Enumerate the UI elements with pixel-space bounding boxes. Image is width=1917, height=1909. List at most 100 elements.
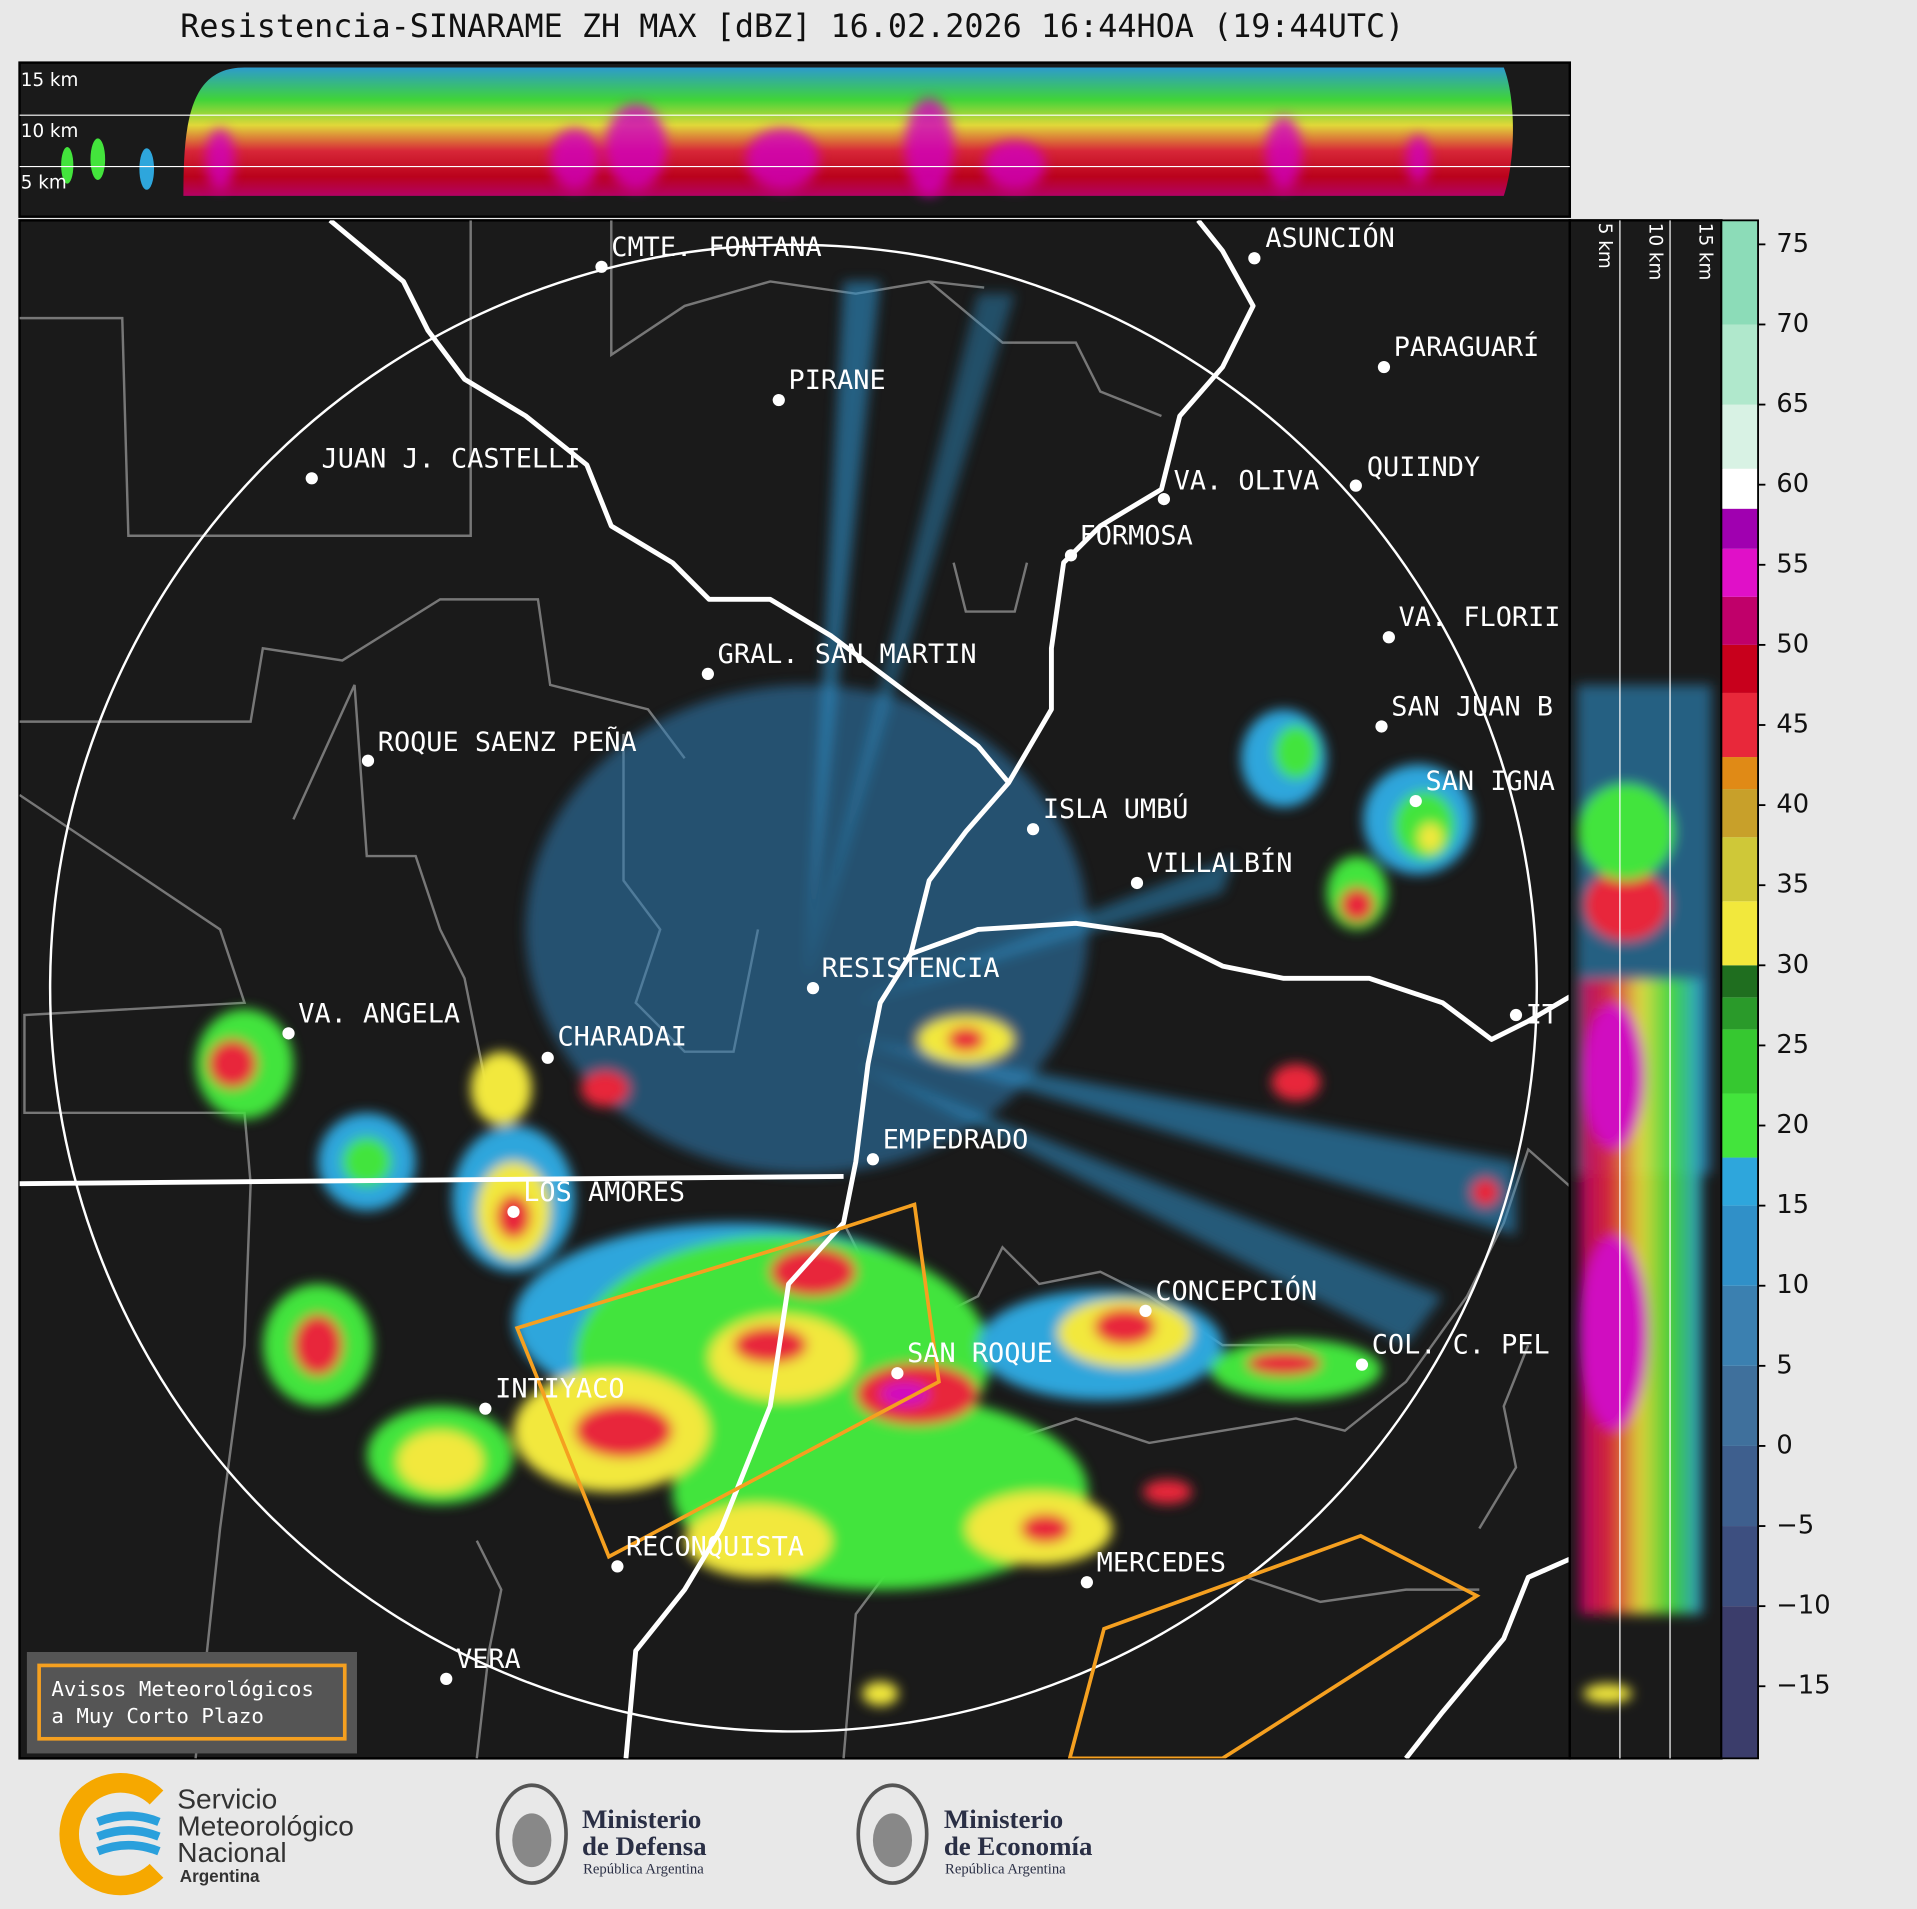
colorbar-tick-label: 65 [1776, 389, 1809, 419]
colorbar-segment [1721, 1157, 1759, 1206]
colorbar-segment [1721, 757, 1759, 790]
logo-text: de Defensa [582, 1831, 707, 1861]
logo-text: de Economía [944, 1831, 1093, 1861]
colorbar-segment [1721, 1029, 1759, 1094]
colorbar-tick-label: 75 [1776, 229, 1809, 259]
city-marker [1409, 794, 1422, 808]
colorbar-tick-label: 15 [1776, 1190, 1809, 1220]
city-marker [440, 1672, 453, 1685]
city-label: ROQUE SAENZ PEÑA [378, 726, 637, 758]
colorbar-tick-label: 45 [1776, 709, 1809, 739]
city-label: PIRANE [789, 365, 886, 396]
city-label: VA. FLORII [1399, 602, 1561, 633]
colorbar-segment [1721, 468, 1759, 509]
logo-text: Ministerio [944, 1804, 1063, 1834]
side-section: 5 km 10 km 15 km [1568, 219, 1723, 1760]
city-label: COL. C. PEL [1372, 1330, 1550, 1361]
city-marker [1139, 1304, 1152, 1317]
logo-text: Meteorológico [177, 1810, 354, 1841]
city-marker [1130, 876, 1144, 890]
city-marker [1509, 1008, 1523, 1022]
colorbar-segment [1721, 1093, 1759, 1158]
colorbar-tick-label: 30 [1776, 950, 1809, 980]
colorbar-segment [1721, 1365, 1759, 1446]
warning-box: Avisos Meteorológicos a Muy Corto Plazo [26, 1651, 357, 1754]
city-label: JUAN J. CASTELLI [322, 443, 581, 474]
colorbar-segment [1721, 220, 1759, 325]
city-marker [479, 1402, 492, 1415]
height-label: 15 km [21, 70, 79, 91]
radar-echoes [195, 281, 1516, 1706]
colorbar-segment [1721, 901, 1759, 966]
city-label: GRAL. SAN MARTIN [718, 639, 977, 670]
logo-text: Argentina [180, 1867, 260, 1886]
city-label: LOS AMORES [523, 1177, 685, 1208]
city-label: VERA [456, 1644, 521, 1675]
warning-areas [514, 1202, 1481, 1759]
colorbar-segment [1721, 1285, 1759, 1366]
city-label: SAN IGNA [1426, 766, 1555, 797]
city-marker [806, 982, 820, 995]
city-marker [541, 1051, 554, 1064]
title: Resistencia-SINARAME ZH MAX [dBZ] 16.02.… [180, 9, 1404, 45]
city-marker [305, 472, 318, 485]
colorbar-segment [1721, 1606, 1759, 1759]
city-marker [1248, 252, 1261, 265]
city-label: IT [1526, 1000, 1558, 1031]
city-label: CONCEPCIÓN [1155, 1275, 1317, 1307]
colorbar-tick-label: −10 [1776, 1591, 1830, 1621]
colorbar-tick-label: 60 [1776, 469, 1809, 499]
colorbar-segment [1721, 508, 1759, 549]
cities: CMTE. FONTANA PIRANE JUAN J. CASTELLI VA. O… [282, 222, 1560, 1685]
colorbar-segment [1721, 1445, 1759, 1527]
city-marker [595, 260, 608, 273]
city-label: ASUNCIÓN [1265, 222, 1394, 254]
city-label: VA. OLIVA [1174, 465, 1320, 496]
city-marker [891, 1367, 904, 1380]
colorbar-tick-label: 5 [1776, 1350, 1792, 1380]
colorbar-segment [1721, 837, 1759, 902]
warning-text: Avisos Meteorológicos [51, 1677, 314, 1701]
rivers-borders [19, 220, 1570, 1759]
logo-text: República Argentina [583, 1861, 704, 1877]
colorbar-tick-label: −15 [1776, 1671, 1830, 1701]
logo-smn: Servicio Meteorológico Nacional Argentin… [59, 1773, 354, 1896]
city-label: INTIYACO [495, 1374, 624, 1405]
colorbar-segment [1721, 997, 1759, 1030]
logo-text: República Argentina [945, 1861, 1066, 1877]
colorbar-tick-label: 35 [1776, 870, 1809, 900]
city-marker [1080, 1576, 1093, 1589]
city-label: RESISTENCIA [822, 953, 1000, 984]
colorbar-segment [1721, 789, 1759, 838]
colorbar-tick-label: 50 [1776, 629, 1809, 659]
colorbar-tick-label: 25 [1776, 1030, 1809, 1060]
colorbar-segment [1721, 404, 1759, 469]
city-marker [866, 1153, 880, 1166]
city-marker [772, 393, 785, 407]
colorbar-frame [1720, 219, 1759, 1760]
colorbar-tick-label: 0 [1776, 1430, 1792, 1460]
colorbar-segment [1721, 548, 1759, 597]
height-label: 10 km [1644, 223, 1665, 281]
city-marker [1064, 549, 1078, 562]
colorbar-segment [1721, 644, 1759, 693]
warning-text: a Muy Corto Plazo [51, 1704, 264, 1728]
colorbar-segment [1721, 1526, 1759, 1607]
colorbar: −15 −10 −5 0 5 10 15 20 25 30 35 40 45 50 55 60 65 70 75 [1720, 219, 1831, 1760]
colorbar-segment [1721, 692, 1759, 758]
city-label: PARAGUARÍ [1394, 331, 1540, 363]
city-label: EMPEDRADO [883, 1124, 1029, 1155]
city-marker [1157, 492, 1171, 506]
city-marker [1355, 1358, 1369, 1371]
city-marker [361, 754, 375, 767]
logos: Servicio Meteorológico Nacional Argentin… [59, 1773, 1093, 1896]
city-label: MERCEDES [1097, 1547, 1226, 1578]
logo-economia: Ministerio de Economía República Argenti… [856, 1783, 1093, 1885]
city-marker [507, 1205, 520, 1218]
city-marker [282, 1027, 295, 1040]
city-label: SAN JUAN B [1391, 691, 1553, 722]
colorbar-tick-label: 20 [1776, 1110, 1809, 1140]
